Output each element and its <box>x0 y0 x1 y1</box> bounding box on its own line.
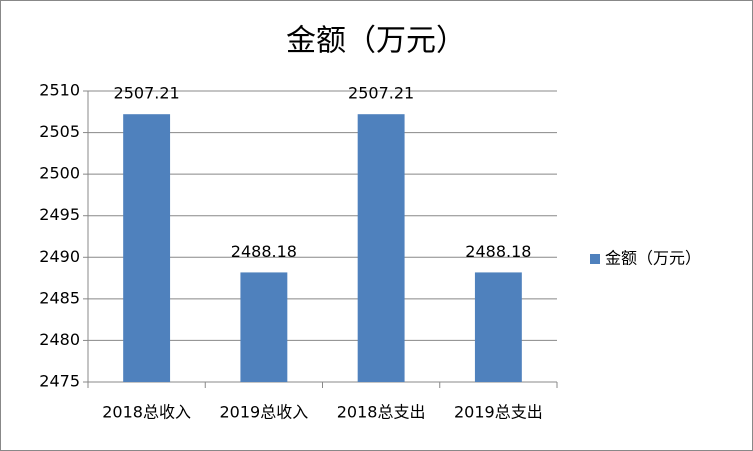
y-tick-label: 2505 <box>39 122 80 141</box>
bar <box>357 114 405 383</box>
x-tick-label: 2019总收入 <box>220 403 309 422</box>
legend-swatch <box>590 254 600 264</box>
bar <box>240 272 288 382</box>
x-tick-label: 2018总支出 <box>337 403 426 422</box>
data-label: 2507.21 <box>348 84 414 103</box>
y-tick-label: 2480 <box>39 330 80 349</box>
data-label: 2488.18 <box>465 242 531 261</box>
y-tick-label: 2475 <box>39 372 80 391</box>
y-tick-label: 2510 <box>39 81 80 100</box>
legend-label: 金额（万元） <box>605 249 701 268</box>
bar <box>474 272 522 382</box>
y-tick-label: 2485 <box>39 288 80 307</box>
y-tick-label: 2495 <box>39 205 80 224</box>
chart-title: 金额（万元） <box>286 24 466 59</box>
bar <box>123 114 171 383</box>
data-label: 2507.21 <box>114 84 180 103</box>
y-tick-label: 2500 <box>39 164 80 183</box>
x-tick-label: 2019总支出 <box>454 403 543 422</box>
x-tick-label: 2018总收入 <box>102 403 191 422</box>
y-tick-label: 2490 <box>39 247 80 266</box>
data-label: 2488.18 <box>231 242 297 261</box>
